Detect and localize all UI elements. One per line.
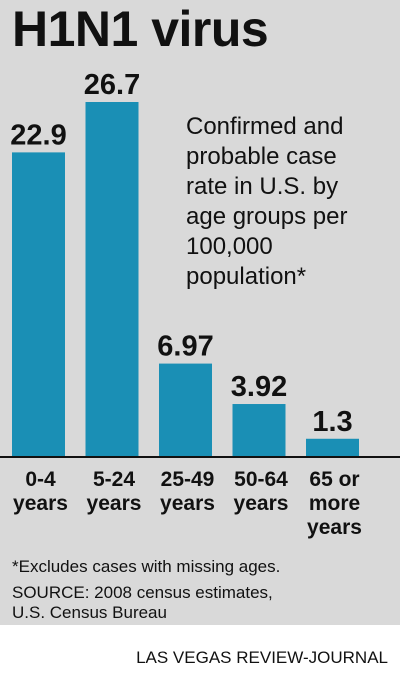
- bar: [12, 152, 65, 456]
- category-label: more: [309, 492, 360, 515]
- source-line: SOURCE: 2008 census estimates,: [12, 583, 273, 602]
- bar: [232, 404, 286, 456]
- description-line: population*: [186, 263, 307, 290]
- category-label: 50-64: [234, 468, 288, 491]
- chart-panel: [0, 0, 400, 625]
- value-label: 22.9: [10, 119, 66, 151]
- description-line: rate in U.S. by: [186, 173, 339, 200]
- bar: [306, 438, 359, 456]
- category-label: 5-24: [93, 468, 135, 491]
- description-line: Confirmed and: [186, 113, 344, 140]
- description-line: probable case: [186, 143, 337, 170]
- category-label: years: [307, 516, 362, 539]
- description-line: age groups per: [186, 203, 348, 230]
- bar: [85, 102, 139, 456]
- source-line: U.S. Census Bureau: [12, 603, 167, 622]
- category-label: 25-49: [161, 468, 215, 491]
- category-label: years: [234, 492, 289, 515]
- value-label: 26.7: [84, 69, 140, 101]
- bar-chart: 22.90-4years26.75-24years6.9725-49years3…: [0, 69, 400, 539]
- description-line: 100,000: [186, 233, 273, 260]
- footnote: *Excludes cases with missing ages.: [12, 557, 281, 576]
- chart-title: H1N1 virus: [12, 1, 269, 57]
- publication-credit: LAS VEGAS REVIEW-JOURNAL: [136, 648, 388, 667]
- value-label: 3.92: [231, 371, 287, 403]
- source-note: SOURCE: 2008 census estimates, U.S. Censu…: [12, 583, 273, 623]
- category-label: years: [87, 492, 142, 515]
- chart-description: Confirmed and probable case rate in U.S. b…: [186, 112, 396, 292]
- bar: [159, 363, 212, 456]
- value-label: 1.3: [312, 406, 352, 438]
- value-label: 6.97: [157, 331, 213, 363]
- category-label: years: [160, 492, 215, 515]
- category-label: 0-4: [25, 468, 56, 491]
- category-label: years: [13, 492, 68, 515]
- category-label: 65 or: [309, 468, 359, 491]
